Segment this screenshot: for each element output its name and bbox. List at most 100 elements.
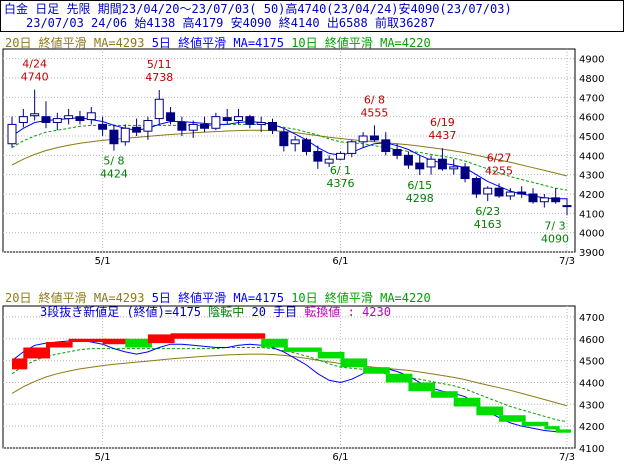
candle-up <box>234 116 244 122</box>
x-tick-label: 5/1 <box>95 256 111 267</box>
candle-up <box>562 205 572 208</box>
candlestick-panel: 3900 4000 4100 4200 4300 4400 4500 4600 4700 4800… <box>2 35 604 267</box>
candle-up <box>188 123 198 131</box>
candle-up <box>347 141 357 154</box>
low-annotation-date: 6/23 <box>475 205 500 218</box>
high-annotation-value: 4555 <box>360 106 388 119</box>
candle-down <box>471 178 481 195</box>
break-block-down <box>261 338 288 348</box>
candle-down <box>517 191 527 195</box>
break-info: 3段抜き新値足 (終値)=4175 陰転中 20 手目 転換値 : 4230 <box>40 304 391 319</box>
y-tick-label: 4400 <box>579 151 604 162</box>
candle-down <box>245 116 255 125</box>
candle-down <box>132 126 142 133</box>
break-block-down <box>408 382 436 392</box>
legend-ma20: 20日 終値平滑 MA=4293 <box>5 35 144 50</box>
y-tick-label: 4500 <box>579 132 604 143</box>
candle-up <box>290 139 300 145</box>
y-tick-label: 3900 <box>579 248 604 259</box>
break-block-down <box>453 397 481 407</box>
break-block-down <box>317 351 345 359</box>
legend: 20日 終値平滑 MA=4293 5日 終値平滑 MA=4175 10日 終値平… <box>5 290 431 305</box>
candle-down <box>415 162 425 170</box>
break-block-down <box>340 358 368 368</box>
candle-up <box>120 127 130 143</box>
chart-header: 白金 日足 先限 期間23/04/20～23/07/03( 50)高4740(2… <box>0 0 624 32</box>
candle-down <box>551 197 561 203</box>
y-tick-label: 4700 <box>579 313 604 324</box>
plot-area <box>2 305 576 449</box>
candle-down <box>177 121 187 131</box>
candle-up <box>211 116 221 129</box>
break-block-down <box>125 338 152 348</box>
candle-up <box>426 158 436 168</box>
break-info-item: 20 手目 <box>244 305 297 319</box>
header-line-ohlc: 23/07/03 24/06 始4138 高4179 安4090 終4140 出… <box>26 16 436 30</box>
high-annotation-value: 4437 <box>428 129 456 142</box>
candle-up <box>143 120 153 132</box>
y-tick-label: 4300 <box>579 400 604 411</box>
high-annotation-date: 6/27 <box>487 151 512 164</box>
high-annotation-date: 4/24 <box>22 58 47 71</box>
break-block-up <box>147 334 175 344</box>
candle-down <box>279 131 289 147</box>
candle-up <box>256 121 266 125</box>
legend-ma20: 20日 終値平滑 MA=4293 <box>5 290 144 305</box>
candle-down <box>166 112 176 122</box>
y-tick-label: 4500 <box>579 357 604 368</box>
candle-down <box>222 117 232 122</box>
candle-up <box>483 187 493 195</box>
plot-area <box>2 48 576 253</box>
x-tick-label: 6/1 <box>332 452 348 463</box>
break-info-item: 陰転中 <box>201 304 244 319</box>
break-block-down <box>544 426 560 430</box>
break-block-down <box>385 373 413 383</box>
low-annotation-value: 4424 <box>100 168 128 181</box>
low-annotation-date: 7/ 3 <box>544 219 565 232</box>
break-block-up <box>12 358 28 370</box>
candle-down <box>313 150 323 162</box>
break-block-up <box>170 333 266 339</box>
y-tick-label: 4200 <box>579 422 604 433</box>
candle-down <box>369 135 379 141</box>
candle-down <box>200 123 210 129</box>
header-line-period: 白金 日足 先限 期間23/04/20～23/07/03( 50)高4740(2… <box>4 2 512 16</box>
candle-up <box>18 116 28 123</box>
candle-down <box>381 139 391 152</box>
candle-down <box>437 158 447 170</box>
high-annotation-date: 5/11 <box>147 58 172 71</box>
y-tick-label: 4900 <box>579 55 604 66</box>
break-block-down <box>283 347 322 352</box>
candle-down <box>460 166 470 180</box>
break-info-item: 3段抜き新値足 (終値)=4175 <box>40 304 201 319</box>
break-block-up <box>102 338 130 345</box>
candle-up <box>539 197 549 203</box>
series-ma10 <box>11 347 568 423</box>
x-tick-label: 5/1 <box>95 452 111 463</box>
low-annotation-date: 6/ 1 <box>330 164 351 177</box>
candle-up <box>154 98 164 120</box>
y-tick-label: 4100 <box>579 209 604 220</box>
y-tick-label: 4800 <box>579 74 604 85</box>
break-block-down <box>555 429 571 433</box>
break-block-down <box>499 415 526 422</box>
y-tick-label: 4600 <box>579 113 604 124</box>
break-block-up <box>45 342 73 348</box>
x-tick-label: 7/3 <box>559 256 575 267</box>
y-tick-label: 4000 <box>579 229 604 240</box>
candle-up <box>358 135 368 143</box>
y-tick-label: 4700 <box>579 93 604 104</box>
series-ma20 <box>11 353 568 407</box>
break-block-down <box>363 367 390 374</box>
candle-up <box>324 158 334 164</box>
break-info-item: 転換値 : 4230 <box>297 304 391 319</box>
low-annotation-value: 4298 <box>406 192 434 205</box>
candle-up <box>505 191 515 197</box>
break-block-down <box>431 391 458 398</box>
break-block-down <box>476 406 504 416</box>
break-block-up <box>23 347 50 359</box>
break-block-down <box>521 421 549 427</box>
three-line-break-panel: 4100 4200 4300 4400 4500 4600 4700 5/1 6/1 7/3 20日… <box>2 290 604 463</box>
high-annotation-date: 6/19 <box>430 116 455 129</box>
